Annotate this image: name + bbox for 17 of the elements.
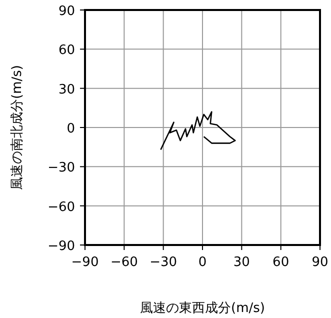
x-tick-label: −60 [110, 255, 138, 270]
y-tick-label: 0 [66, 122, 75, 136]
y-axis-title: 風速の南北成分(m/s) [10, 65, 25, 190]
y-tick-label: −30 [48, 160, 75, 176]
x-tick-label: 60 [272, 255, 290, 270]
x-axis-title: 風速の東西成分(m/s) [140, 301, 265, 316]
x-tick-label: −30 [150, 255, 178, 270]
y-tick-label: 60 [58, 43, 75, 58]
x-tick-label: 30 [233, 255, 250, 270]
x-tick-label: 90 [312, 255, 328, 270]
y-tick-label: −90 [48, 239, 75, 254]
line-series [160, 111, 236, 150]
x-tick-label: −90 [71, 255, 99, 270]
y-tick-label: −60 [48, 200, 75, 215]
y-tick-label: 90 [58, 4, 75, 19]
x-tick-label: 0 [198, 255, 207, 270]
y-tick-label: 30 [58, 82, 75, 98]
